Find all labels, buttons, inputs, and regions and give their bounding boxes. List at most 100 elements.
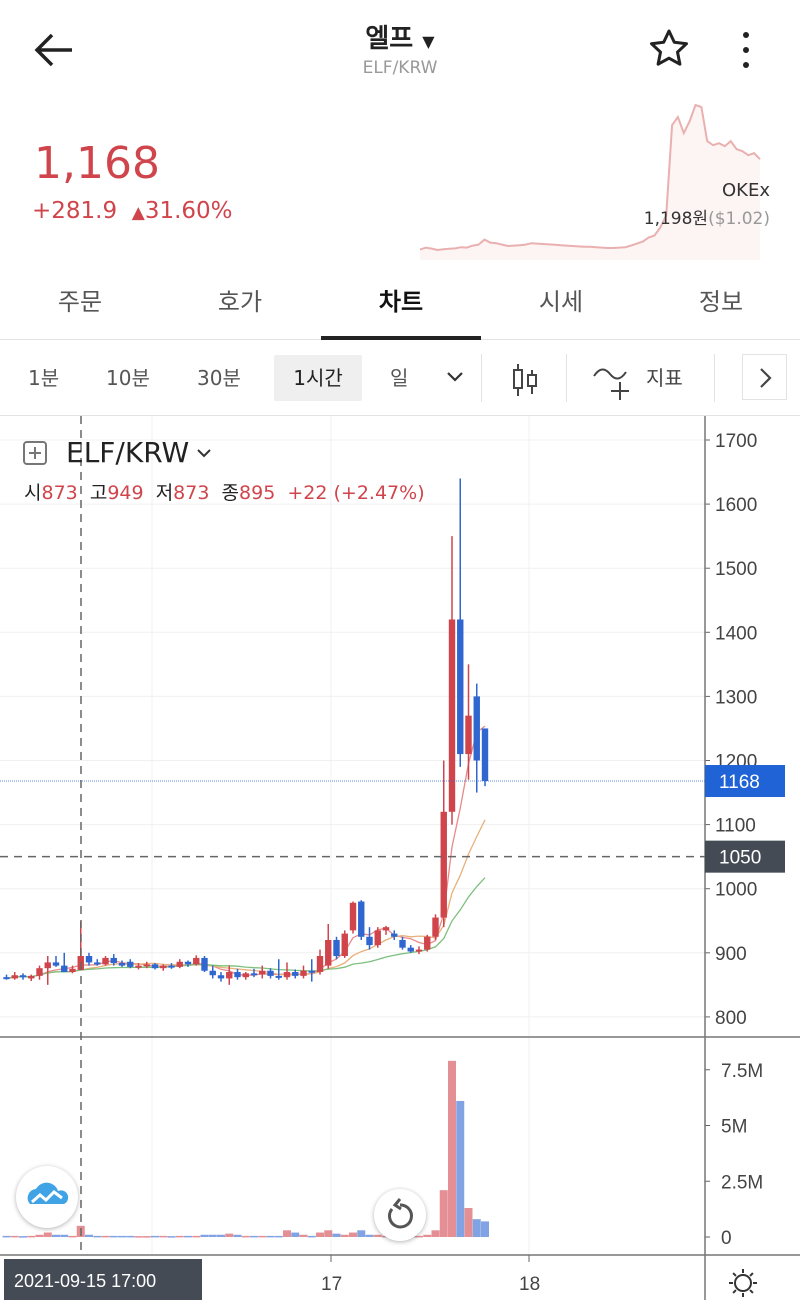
price-tick-label: 1500 (715, 559, 757, 580)
volume-bar (134, 1236, 143, 1238)
candlestick-chart[interactable]: 170016001500140013001200110010009008007.… (0, 416, 800, 1300)
header: 엘프 ▼ ELF/KRW (0, 0, 800, 95)
interval-30m[interactable]: 30분 (197, 366, 241, 390)
price-tick-label: 1600 (715, 495, 757, 516)
volume-bar (283, 1230, 291, 1237)
volume-bar (266, 1235, 275, 1238)
indicator-label[interactable]: 지표 (646, 366, 683, 390)
tab-orderbook[interactable]: 호가 (217, 288, 263, 316)
candlestick-icon[interactable] (508, 360, 542, 400)
candle-body (69, 968, 76, 973)
candle-body (242, 973, 249, 978)
crosshair-date-label: 2021-09-15 17:00 (14, 1271, 156, 1291)
candle-body (415, 949, 423, 952)
cloud-chart-button[interactable] (16, 1166, 78, 1228)
candle-body (168, 965, 175, 968)
time-tick-label: 18 (519, 1274, 540, 1295)
candle-body (399, 939, 406, 948)
candle-body (193, 957, 200, 965)
last-price-badge (705, 765, 785, 798)
caret-down-icon: ▼ (422, 32, 435, 51)
volume-bar (52, 1234, 60, 1237)
open-label: 시 (24, 482, 42, 504)
volume-bar (126, 1235, 135, 1238)
volume-bar (307, 1235, 316, 1238)
volume-tick-label: 0 (721, 1228, 732, 1249)
interval-1h[interactable]: 1시간 (274, 355, 362, 401)
candle-body (283, 972, 291, 978)
volume-bar (217, 1234, 225, 1237)
candle-body (61, 965, 68, 973)
exchange-name: OKEx (722, 180, 770, 201)
active-tab-indicator (321, 336, 481, 340)
tab-chart[interactable]: 차트 (378, 288, 424, 316)
candle-body (151, 964, 159, 969)
candle-body (3, 977, 10, 980)
page-title[interactable]: 엘프 ▼ (0, 18, 800, 55)
candle-body (325, 939, 332, 966)
chart-symbol[interactable]: ELF/KRW (66, 436, 190, 469)
candle-body (366, 936, 373, 946)
crosshair-date-badge (4, 1259, 202, 1300)
volume-bar (448, 1060, 456, 1237)
triangle-up-icon: ▲ (131, 203, 145, 223)
volume-bar (101, 1235, 110, 1238)
candle-body (143, 964, 150, 967)
reset-button[interactable] (374, 1189, 426, 1241)
interval-day[interactable]: 일 (390, 366, 409, 390)
candle-body (275, 975, 282, 978)
volume-bar (10, 1235, 19, 1238)
plus-box-icon[interactable] (22, 440, 48, 466)
interval-10m[interactable]: 10분 (106, 366, 150, 390)
volume-bar (456, 1100, 465, 1237)
time-tick-label: 17 (321, 1274, 342, 1295)
indicator-add-icon[interactable] (592, 362, 640, 402)
candle-body (44, 962, 51, 969)
volume-bar (324, 1230, 333, 1237)
candle-body (316, 956, 324, 973)
arrow-left-icon[interactable] (32, 30, 76, 70)
tab-trades[interactable]: 시세 (538, 288, 584, 316)
volume-bar (241, 1235, 250, 1238)
exchange-krw: 1,198원 (643, 209, 709, 229)
volume-bar (159, 1235, 168, 1238)
volume-bar (109, 1235, 118, 1238)
candle-body (94, 962, 101, 965)
volume-tick-label: 2.5M (721, 1172, 763, 1193)
candle-body (457, 619, 464, 755)
pair-subtitle: ELF/KRW (362, 58, 438, 78)
candle-body (358, 901, 365, 937)
tab-info[interactable]: 정보 (698, 288, 744, 316)
volume-bar (208, 1234, 217, 1237)
coin-name: 엘프 (365, 24, 414, 54)
volume-bar (27, 1235, 36, 1238)
volume-bar (19, 1236, 27, 1238)
tab-order[interactable]: 주문 (57, 288, 103, 316)
exchange-price: 1,198원($1.02) (644, 204, 770, 229)
candle-body (226, 972, 233, 979)
chevron-down-icon[interactable] (446, 370, 464, 384)
moving-average-10 (6, 819, 486, 980)
high-value: 949 (107, 482, 144, 504)
sparkline (420, 103, 761, 260)
candle-body (407, 947, 414, 952)
price-tick-label: 1300 (715, 687, 757, 708)
candle-body (209, 970, 216, 976)
volume-bar (349, 1232, 357, 1237)
star-outline-icon[interactable] (648, 28, 690, 70)
volume-bar (167, 1236, 176, 1238)
settings-icon[interactable] (729, 1269, 757, 1297)
candle-body (465, 715, 472, 755)
interval-1m[interactable]: 1분 (28, 366, 60, 390)
volume-bar (481, 1221, 489, 1237)
candle-body (135, 965, 142, 968)
volume-bar (258, 1235, 267, 1238)
chart-legend-title: ELF/KRW (22, 436, 215, 469)
sparkline-line (420, 103, 761, 252)
candle-body (308, 970, 315, 973)
candle-body (374, 930, 381, 946)
next-button[interactable] (742, 354, 787, 400)
chevron-down-icon[interactable] (195, 446, 215, 460)
more-vertical-icon[interactable] (738, 30, 754, 70)
moving-average-5 (6, 725, 486, 980)
